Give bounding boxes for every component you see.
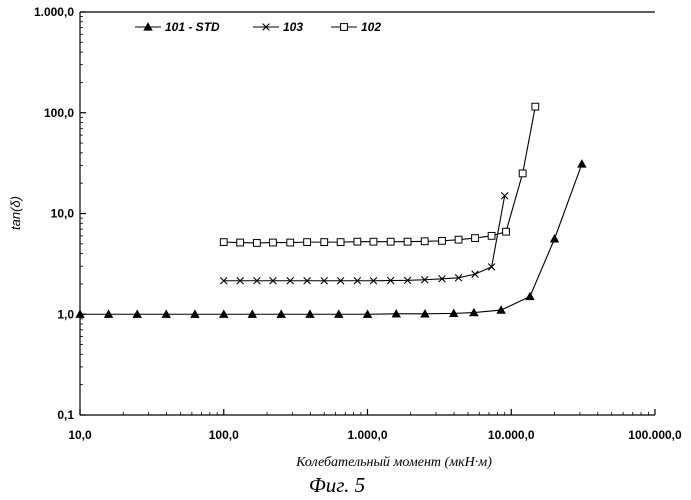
- axes: [80, 12, 655, 415]
- data-point: [253, 240, 260, 247]
- x-tick-label: 10.000,0: [488, 428, 535, 442]
- series-2: [220, 103, 538, 246]
- x-tick-label: 100,0: [209, 428, 239, 442]
- y-ticks: 0,1 1,0 10,0 100,0 1.000,0: [34, 5, 86, 422]
- data-point: [488, 232, 495, 239]
- series-line: [224, 107, 536, 243]
- series-0: [76, 160, 586, 318]
- x-tick-label: 100.000,0: [628, 428, 682, 442]
- data-point: [270, 239, 277, 246]
- data-point: [304, 239, 311, 246]
- data-point: [503, 228, 510, 235]
- legend-label: 101 - STD: [165, 20, 220, 34]
- data-point: [220, 239, 227, 246]
- data-point: [472, 235, 479, 242]
- series-1: [220, 192, 508, 284]
- x-tick-label: 1.000,0: [347, 428, 387, 442]
- x-axis-label: Колебательный момент (мкН·м): [295, 455, 492, 470]
- series-line: [80, 164, 582, 314]
- data-point: [550, 235, 558, 243]
- data-point: [578, 160, 586, 168]
- y-tick-label: 0,1: [57, 408, 74, 422]
- series-layer: [76, 103, 586, 317]
- data-point: [237, 239, 244, 246]
- x-ticks: 10,0 100,0 1.000,0 10.000,0 100.000,0: [68, 409, 682, 442]
- data-point: [526, 292, 534, 300]
- data-point: [532, 103, 539, 110]
- data-point: [455, 236, 462, 243]
- chart: 0,11,010,0100,01.000,0 10,0100,01.000,01…: [0, 0, 691, 500]
- data-point: [439, 237, 446, 244]
- x-tick-label: 10,0: [68, 428, 92, 442]
- data-point: [387, 238, 394, 245]
- legend: 101 - STD 103 102: [135, 20, 381, 34]
- data-point: [337, 239, 344, 246]
- y-axis-label: tan(δ): [8, 196, 23, 230]
- data-point: [354, 238, 361, 245]
- legend-item: 103: [253, 20, 303, 34]
- y-tick-label: 1.000,0: [34, 5, 74, 19]
- y-tick-label: 1,0: [57, 307, 74, 321]
- data-point: [404, 238, 411, 245]
- legend-item: 102: [331, 20, 381, 34]
- figure-caption: Фиг. 5: [309, 473, 365, 497]
- series-line: [224, 196, 505, 281]
- y-tick-label: 100,0: [44, 106, 74, 120]
- y-tick-label: 10,0: [51, 207, 75, 221]
- data-point: [370, 238, 377, 245]
- legend-marker: [341, 24, 348, 31]
- legend-label: 103: [283, 20, 303, 34]
- data-point: [497, 306, 505, 314]
- legend-label: 102: [361, 20, 381, 34]
- data-point: [321, 239, 328, 246]
- data-point: [287, 239, 294, 246]
- data-point: [421, 238, 428, 245]
- legend-item: 101 - STD: [135, 20, 220, 34]
- data-point: [519, 170, 526, 177]
